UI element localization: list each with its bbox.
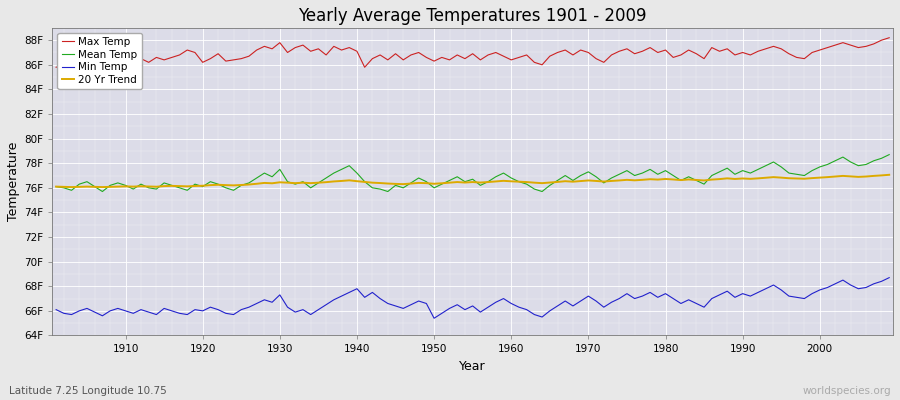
20 Yr Trend [884, 172, 895, 177]
20 Yr Trend [290, 181, 301, 186]
20 Yr Trend [336, 178, 346, 183]
20 Yr Trend [120, 184, 130, 189]
20 Yr Trend [606, 178, 616, 183]
Title: Yearly Average Temperatures 1901 - 2009: Yearly Average Temperatures 1901 - 2009 [299, 7, 647, 25]
Min Temp [428, 316, 439, 321]
Max Temp [884, 35, 895, 40]
Mean Temp [884, 152, 895, 157]
Min Temp [328, 297, 339, 302]
Mean Temp [120, 183, 130, 188]
20 Yr Trend [66, 185, 77, 190]
Mean Temp [514, 179, 525, 184]
Line: 20 Yr Trend: 20 Yr Trend [56, 175, 889, 187]
Max Temp [50, 65, 61, 70]
Line: Max Temp: Max Temp [56, 38, 889, 67]
Mean Temp [50, 184, 61, 189]
Max Temp [598, 60, 609, 65]
20 Yr Trend [506, 179, 517, 184]
20 Yr Trend [50, 184, 61, 189]
Mean Temp [290, 182, 301, 186]
Legend: Max Temp, Mean Temp, Min Temp, 20 Yr Trend: Max Temp, Mean Temp, Min Temp, 20 Yr Tre… [58, 33, 141, 89]
Min Temp [514, 305, 525, 310]
Max Temp [498, 54, 508, 58]
Line: Min Temp: Min Temp [56, 278, 889, 318]
Mean Temp [506, 176, 517, 180]
Text: Latitude 7.25 Longitude 10.75: Latitude 7.25 Longitude 10.75 [9, 386, 166, 396]
Min Temp [884, 275, 895, 280]
Mean Temp [606, 176, 616, 180]
Line: Mean Temp: Mean Temp [56, 155, 889, 192]
Text: worldspecies.org: worldspecies.org [803, 386, 891, 396]
Mean Temp [336, 167, 346, 172]
X-axis label: Year: Year [459, 360, 486, 373]
Min Temp [50, 307, 61, 312]
Max Temp [282, 50, 292, 55]
Min Temp [282, 305, 292, 310]
Min Temp [506, 301, 517, 306]
Max Temp [328, 44, 339, 49]
Max Temp [506, 58, 517, 62]
Max Temp [112, 54, 123, 58]
Mean Temp [97, 189, 108, 194]
Y-axis label: Temperature: Temperature [7, 142, 20, 221]
20 Yr Trend [514, 179, 525, 184]
Min Temp [112, 306, 123, 311]
Min Temp [606, 300, 616, 305]
